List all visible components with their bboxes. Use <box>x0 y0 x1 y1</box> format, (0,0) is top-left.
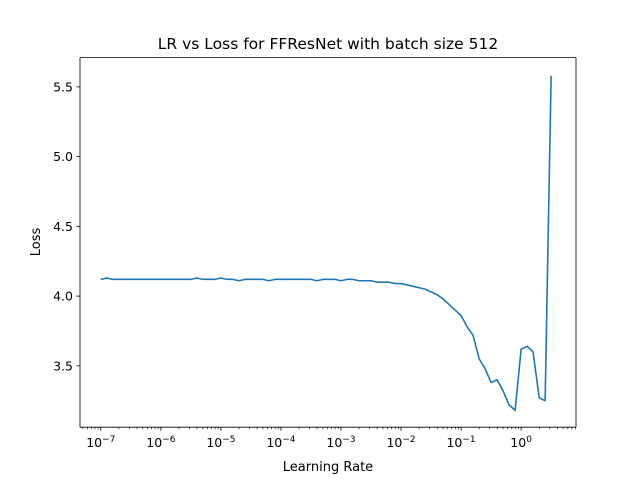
x-axis-label: Learning Rate <box>283 460 373 475</box>
y-tick-label: 4.0 <box>53 289 73 304</box>
plot-area <box>80 57 576 428</box>
x-tick-label: 10−2 <box>386 435 415 450</box>
y-axis-label: Loss <box>29 228 44 257</box>
x-tick-label-exponent: −2 <box>402 435 415 445</box>
loss-series-line <box>100 75 552 412</box>
y-tick-label: 4.5 <box>53 219 73 234</box>
x-tick-label-base: 10 <box>146 435 162 450</box>
y-tick-label: 5.0 <box>53 149 73 164</box>
x-tick-label-exponent: 0 <box>526 435 532 445</box>
x-tick-label-exponent: −1 <box>462 435 475 445</box>
x-tick-label: 10−5 <box>206 435 235 450</box>
x-tick-label-base: 10 <box>326 435 342 450</box>
axis-ticks: 10−7 10−6 10−5 10−4 10−3 10−2 10−1 1003.54.04.5… <box>53 79 576 450</box>
x-tick-label-exponent: −3 <box>342 435 355 445</box>
x-tick-label-base: 10 <box>266 435 282 450</box>
x-tick-label-base: 10 <box>386 435 402 450</box>
x-tick-label: 10−1 <box>446 435 475 450</box>
y-tick-label: 3.5 <box>53 358 73 373</box>
x-tick-label: 10−7 <box>86 435 115 450</box>
series-lines <box>100 75 552 412</box>
x-tick-label-exponent: −6 <box>162 435 176 445</box>
chart-title: LR vs Loss for FFResNet with batch size … <box>158 35 498 53</box>
x-tick-label-base: 10 <box>446 435 462 450</box>
x-tick-label-base: 10 <box>206 435 222 450</box>
x-tick-label-exponent: −4 <box>282 435 296 445</box>
x-tick-label-exponent: −5 <box>222 435 235 445</box>
x-tick-label-exponent: −7 <box>102 435 115 445</box>
x-tick-label: 10−6 <box>146 435 175 450</box>
x-tick-label: 10−3 <box>326 435 355 450</box>
x-tick-label-base: 10 <box>86 435 102 450</box>
x-tick-label-base: 10 <box>510 435 526 450</box>
x-tick-label: 100 <box>510 435 532 450</box>
x-tick-label: 10−4 <box>266 435 295 450</box>
axes-frame <box>79 57 577 428</box>
y-tick-label: 5.5 <box>53 79 73 94</box>
